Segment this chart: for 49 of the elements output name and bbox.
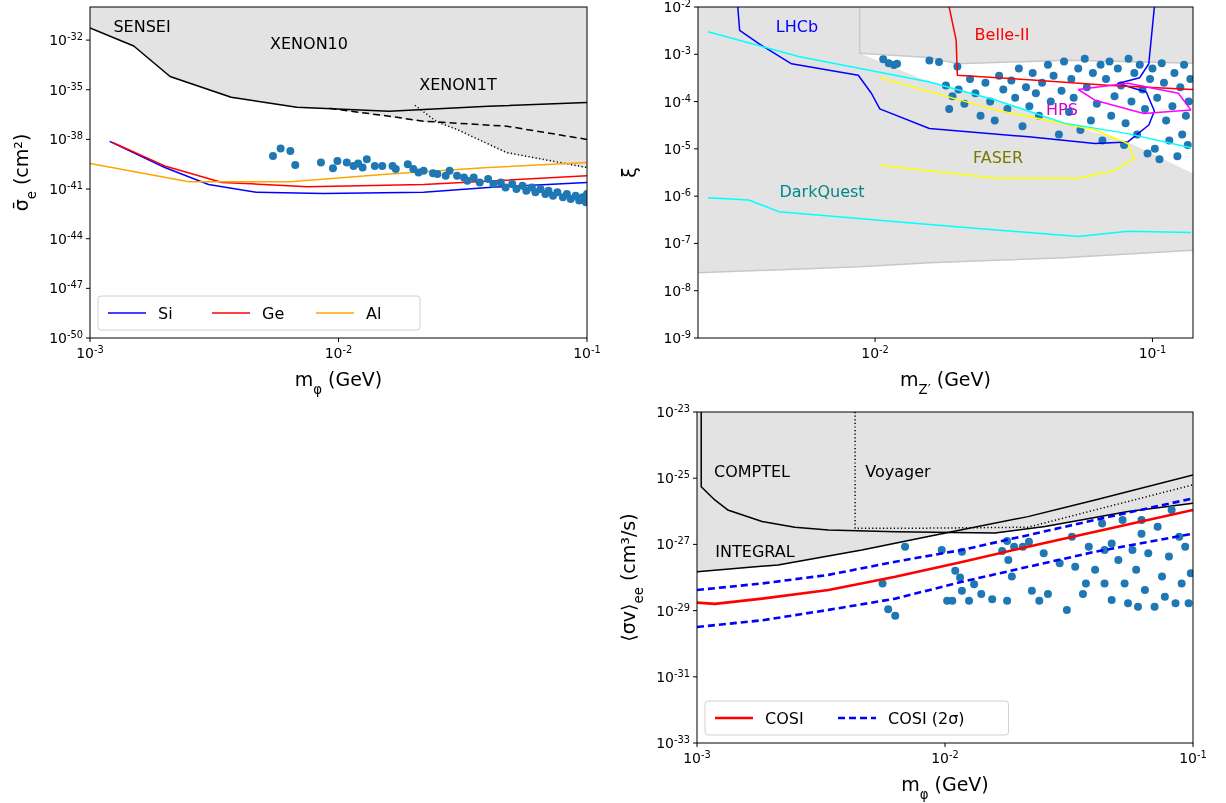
y-tick-label: 10$^{-7}$ bbox=[663, 233, 691, 252]
legend-label: COSI (2σ) bbox=[888, 708, 965, 728]
x-tick-label: 10$^{-2}$ bbox=[931, 748, 959, 766]
y-tick-label: 10$^{-29}$ bbox=[656, 601, 690, 619]
annotation: XENON10 bbox=[270, 33, 348, 53]
y-axis-title: ξ bbox=[618, 167, 640, 178]
y-tick-label: 10$^{-47}$ bbox=[49, 278, 83, 297]
y-tick-label: 10$^{-2}$ bbox=[663, 0, 691, 15]
x-tick-label: 10$^{-3}$ bbox=[683, 748, 711, 766]
x-tick-label: 10$^{-2}$ bbox=[324, 343, 353, 361]
y-tick-label: 10$^{-32}$ bbox=[49, 30, 83, 49]
y-tick-label: 10$^{-31}$ bbox=[656, 667, 690, 685]
y-tick-label: 10$^{-38}$ bbox=[49, 129, 83, 148]
x-tick-label: 10$^{-1}$ bbox=[1179, 748, 1207, 766]
y-tick-label: 10$^{-25}$ bbox=[656, 468, 690, 487]
annotation: XENON1T bbox=[419, 74, 497, 94]
y-tick-label: 10$^{-41}$ bbox=[49, 179, 83, 198]
legend-label: Al bbox=[366, 303, 382, 323]
legend-label: Si bbox=[158, 303, 173, 323]
y-tick-label: 10$^{-35}$ bbox=[49, 80, 83, 98]
legend-label: Ge bbox=[262, 303, 285, 323]
x-axis-title: m$_{φ}$ (GeV) bbox=[294, 368, 383, 397]
series-label: LHCb bbox=[775, 16, 819, 36]
series-label: HPS bbox=[1046, 99, 1078, 119]
x-tick-label: 10$^{-1}$ bbox=[573, 343, 601, 361]
annotation: COMPTEL bbox=[713, 461, 791, 481]
y-tick-label: 10$^{-3}$ bbox=[663, 44, 691, 63]
legend-label: COSI bbox=[765, 708, 804, 728]
y-tick-label: 10$^{-8}$ bbox=[663, 281, 691, 299]
series-label: FASER bbox=[972, 147, 1024, 167]
annotation: SENSEI bbox=[113, 16, 171, 36]
y-tick-label: 10$^{-27}$ bbox=[656, 534, 690, 553]
y-tick-label: 10$^{-23}$ bbox=[656, 402, 690, 420]
x-axis-title: m$_{φ}$ (GeV) bbox=[901, 773, 989, 802]
annotation: INTEGRAL bbox=[715, 541, 795, 561]
y-tick-label: 10$^{-6}$ bbox=[663, 186, 691, 205]
x-axis-title: m$_{Z′}$ (GeV) bbox=[900, 368, 991, 397]
y-tick-label: 10$^{-5}$ bbox=[663, 139, 691, 157]
annotation: Voyager bbox=[865, 461, 932, 481]
x-tick-label: 10$^{-3}$ bbox=[76, 343, 104, 361]
y-tick-label: 10$^{-9}$ bbox=[663, 328, 691, 346]
series-label: DarkQuest bbox=[779, 181, 865, 201]
y-tick-label: 10$^{-4}$ bbox=[663, 92, 691, 110]
y-tick-label: 10$^{-33}$ bbox=[656, 733, 690, 751]
series-label: Belle-II bbox=[974, 24, 1030, 44]
x-tick-label: 10$^{-2}$ bbox=[861, 343, 889, 361]
y-tick-label: 10$^{-44}$ bbox=[49, 229, 83, 247]
y-tick-label: 10$^{-50}$ bbox=[49, 328, 83, 346]
x-tick-label: 10$^{-1}$ bbox=[1138, 343, 1167, 361]
